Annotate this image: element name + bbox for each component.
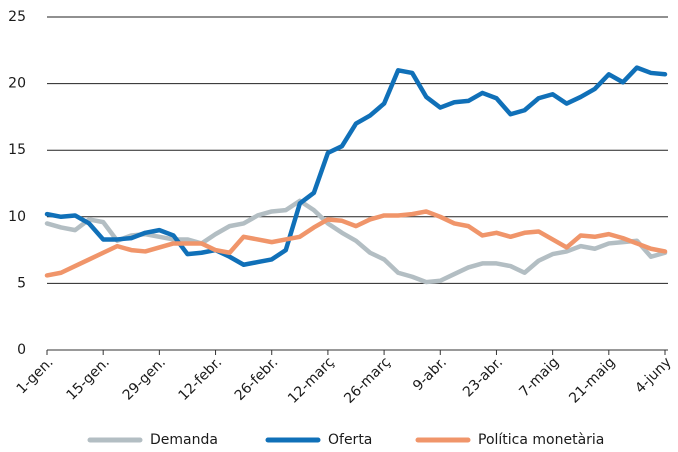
series-line <box>44 209 668 278</box>
x-tick-label: 12-febr. <box>176 354 226 404</box>
series-line <box>44 65 668 268</box>
y-tick-label: 25 <box>8 9 26 25</box>
x-tick-label: 1-gen. <box>14 354 57 397</box>
y-tick-label: 10 <box>8 209 26 225</box>
x-tick-label: 21-maig <box>566 354 618 406</box>
x-tick-label: 29-gen. <box>120 354 169 403</box>
legend-label: Demanda <box>150 432 218 448</box>
x-tick-label: 26-febr. <box>232 354 282 404</box>
y-tick-label: 20 <box>8 76 26 92</box>
y-tick-label: 15 <box>8 142 26 158</box>
x-tick-label: 15-gen. <box>64 354 113 403</box>
y-tick-label: 5 <box>17 275 26 291</box>
y-tick-label: 0 <box>17 342 26 358</box>
legend-label: Política monetària <box>478 432 604 448</box>
x-tick-label: 9-abr. <box>410 354 450 394</box>
x-tick-label: 12-març <box>285 354 337 406</box>
x-tick-label: 23-abr. <box>460 354 506 400</box>
legend-label: Oferta <box>328 432 372 448</box>
x-tick-label: 4-juny <box>632 354 674 396</box>
x-tick-label: 7-maig <box>516 354 562 400</box>
x-tick-label: 26-març <box>341 354 393 406</box>
series-line <box>44 198 668 285</box>
